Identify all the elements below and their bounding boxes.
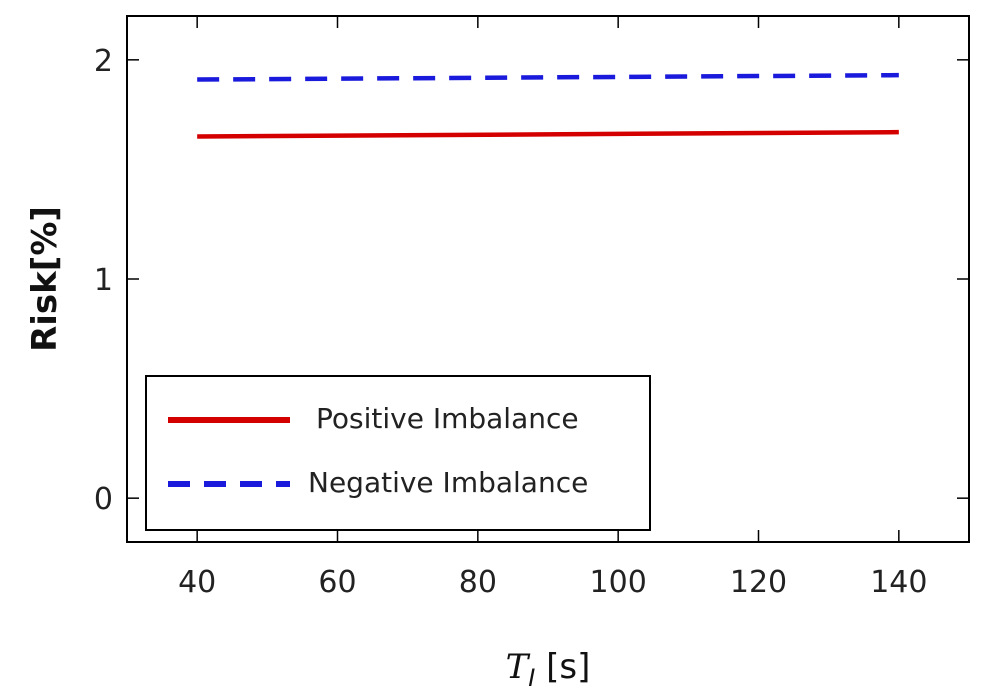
y-axis-label: Risk[%] [25,206,65,352]
series-lines [197,72,899,139]
series-line-positive [197,129,899,139]
legend: Positive Imbalance Negative Imbalance [145,375,651,531]
x-axis-label-main: T [506,647,531,687]
series-line-negative [197,72,899,82]
x-tick-label: 120 [730,565,787,600]
x-axis-label: TI [s] [506,647,591,692]
x-tick-label: 140 [870,565,927,600]
legend-box [145,375,651,531]
x-tick-label: 40 [178,565,216,600]
plot-frame [126,15,970,543]
y-tick-label: 0 [94,482,113,517]
x-tick-label: 60 [318,565,356,600]
axis-ticks [127,16,969,542]
tick-labels: 40 60 80 100 120 140 0 1 2 [94,44,928,600]
y-tick-label: 2 [94,44,113,79]
x-axis-label-unit: [s] [535,647,590,687]
x-tick-label: 100 [590,565,647,600]
legend-label-positive: Positive Imbalance [316,402,579,435]
legend-label-negative: Negative Imbalance [308,466,588,499]
x-tick-label: 80 [459,565,497,600]
x-axis-label-sub: I [528,664,535,692]
y-tick-label: 1 [94,263,113,298]
